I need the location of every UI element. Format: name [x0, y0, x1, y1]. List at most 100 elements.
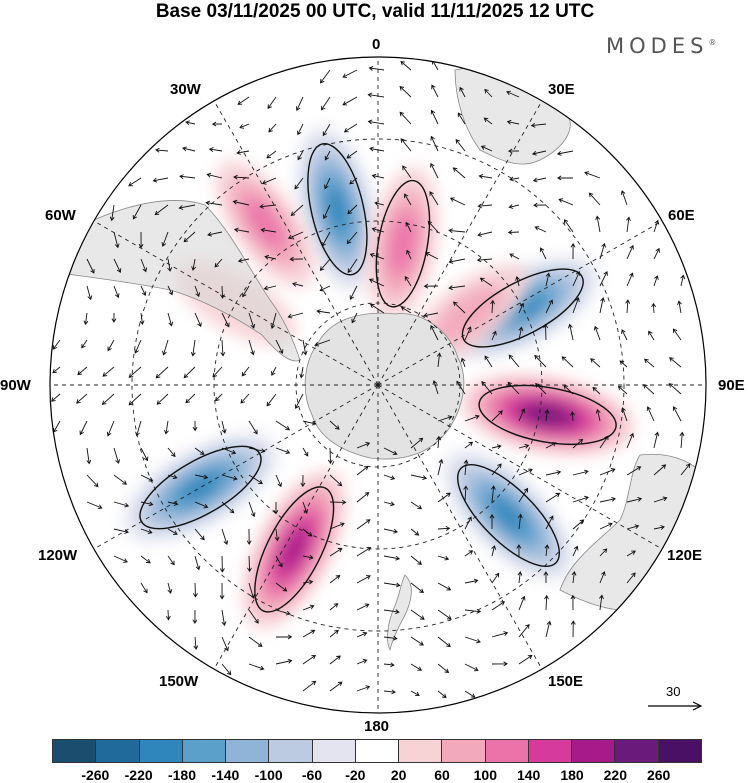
- wind-arrow: [113, 258, 122, 273]
- wind-arrow: [599, 271, 608, 287]
- wind-arrow: [271, 366, 277, 376]
- wind-arrow: [302, 501, 309, 514]
- wind-arrow: [572, 438, 584, 449]
- wind-arrow: [367, 119, 385, 125]
- wind-arrow: [351, 312, 358, 324]
- colorbar-tick-label: -100: [254, 767, 283, 783]
- wind-arrow: [410, 555, 422, 565]
- colorbar-tick-label: -220: [124, 767, 153, 783]
- wind-arrow: [128, 177, 142, 187]
- wind-arrow: [167, 285, 174, 296]
- wind-arrow: [456, 380, 466, 395]
- wind-arrow: [248, 474, 263, 484]
- wind-arrow: [248, 447, 266, 454]
- wind-arrow: [220, 285, 225, 299]
- wind-arrow: [321, 96, 331, 111]
- wind-arrow: [324, 150, 331, 161]
- wind-arrow: [368, 278, 385, 287]
- wind-arrow: [154, 204, 169, 216]
- meridian: [213, 100, 379, 386]
- wind-arrow: [248, 636, 263, 647]
- wind-arrow: [518, 408, 526, 422]
- wind-arrow: [509, 176, 520, 182]
- wind-arrow: [194, 312, 202, 328]
- colorbar-segment: [312, 740, 356, 762]
- wind-arrow: [322, 204, 331, 220]
- wind-arrow: [437, 663, 450, 674]
- wind-arrow: [232, 199, 250, 206]
- wind-arrow: [300, 474, 306, 488]
- wind-arrow: [297, 123, 304, 136]
- height-contours: [139, 142, 617, 613]
- wind-arrow: [437, 609, 452, 620]
- wind-arrow: [221, 663, 232, 676]
- wind-arrow: [508, 204, 520, 209]
- wind-arrow: [371, 227, 385, 233]
- colorbar: [52, 739, 702, 763]
- wind-arrow: [464, 690, 476, 698]
- wind-arrow: [410, 690, 420, 697]
- anomaly-center: [242, 469, 347, 630]
- wind-arrow: [545, 620, 552, 638]
- wind-arrow: [346, 150, 358, 159]
- wind-arrow: [430, 162, 439, 179]
- wind-arrow: [491, 444, 502, 450]
- anomaly-level: [280, 527, 309, 572]
- wind-arrow: [400, 138, 412, 152]
- wind-arrow: [211, 121, 223, 127]
- wind-arrow: [653, 219, 660, 233]
- wind-arrow: [625, 299, 631, 314]
- wind-arrow: [134, 339, 142, 354]
- wind-arrow: [194, 528, 205, 541]
- wind-arrow: [316, 309, 331, 314]
- wind-arrow: [167, 258, 173, 272]
- contour-line: [461, 268, 584, 348]
- colorbar-segment: [182, 740, 227, 762]
- wind-arrow: [101, 393, 115, 405]
- wind-arrow: [570, 242, 576, 260]
- wind-arrow: [534, 354, 547, 368]
- wind-arrow: [383, 689, 396, 695]
- wind-arrow: [302, 629, 316, 638]
- wind-arrow: [221, 609, 227, 627]
- wind-arrow: [270, 312, 277, 330]
- wind-arrow: [214, 393, 223, 402]
- wind-arrow: [571, 570, 577, 584]
- wind-arrow: [599, 468, 616, 476]
- wind-arrow: [314, 339, 331, 347]
- wind-arrow: [406, 249, 412, 260]
- wind-arrow: [518, 443, 530, 449]
- wind-arrow: [490, 485, 496, 503]
- colorbar-segment: [615, 740, 659, 762]
- wind-arrow: [138, 231, 144, 249]
- wind-arrow: [400, 60, 412, 71]
- wind-arrow: [329, 603, 339, 611]
- contour-line: [307, 142, 368, 276]
- wind-arrow: [383, 609, 400, 615]
- wind-arrow: [208, 147, 223, 152]
- wind-arrow: [599, 522, 613, 530]
- anomaly-center: [123, 433, 278, 542]
- wind-arrow: [563, 219, 574, 233]
- meridian: [93, 220, 379, 386]
- wind-arrow: [86, 258, 95, 274]
- wind-arrow: [248, 582, 255, 599]
- wind-arrow: [425, 252, 439, 260]
- wind-arrow: [653, 247, 660, 260]
- wind-arrow: [534, 226, 547, 233]
- wind-arrow: [491, 661, 508, 667]
- wind-arrow: [572, 545, 579, 557]
- wind-arrow: [302, 655, 317, 665]
- wind-arrow: [263, 285, 277, 291]
- wind-arrow: [275, 634, 293, 640]
- meridian: [93, 384, 379, 550]
- lon-label-60e: 60E: [668, 207, 695, 224]
- wind-arrow: [140, 555, 151, 564]
- wind-arrow: [290, 204, 304, 216]
- colorbar-segment: [96, 740, 140, 762]
- colorbar-tick-label: 20: [390, 767, 407, 783]
- wind-arrow: [109, 204, 115, 222]
- wind-arrow: [621, 407, 628, 422]
- wind-arrow: [437, 415, 453, 422]
- wind-arrow: [275, 339, 284, 354]
